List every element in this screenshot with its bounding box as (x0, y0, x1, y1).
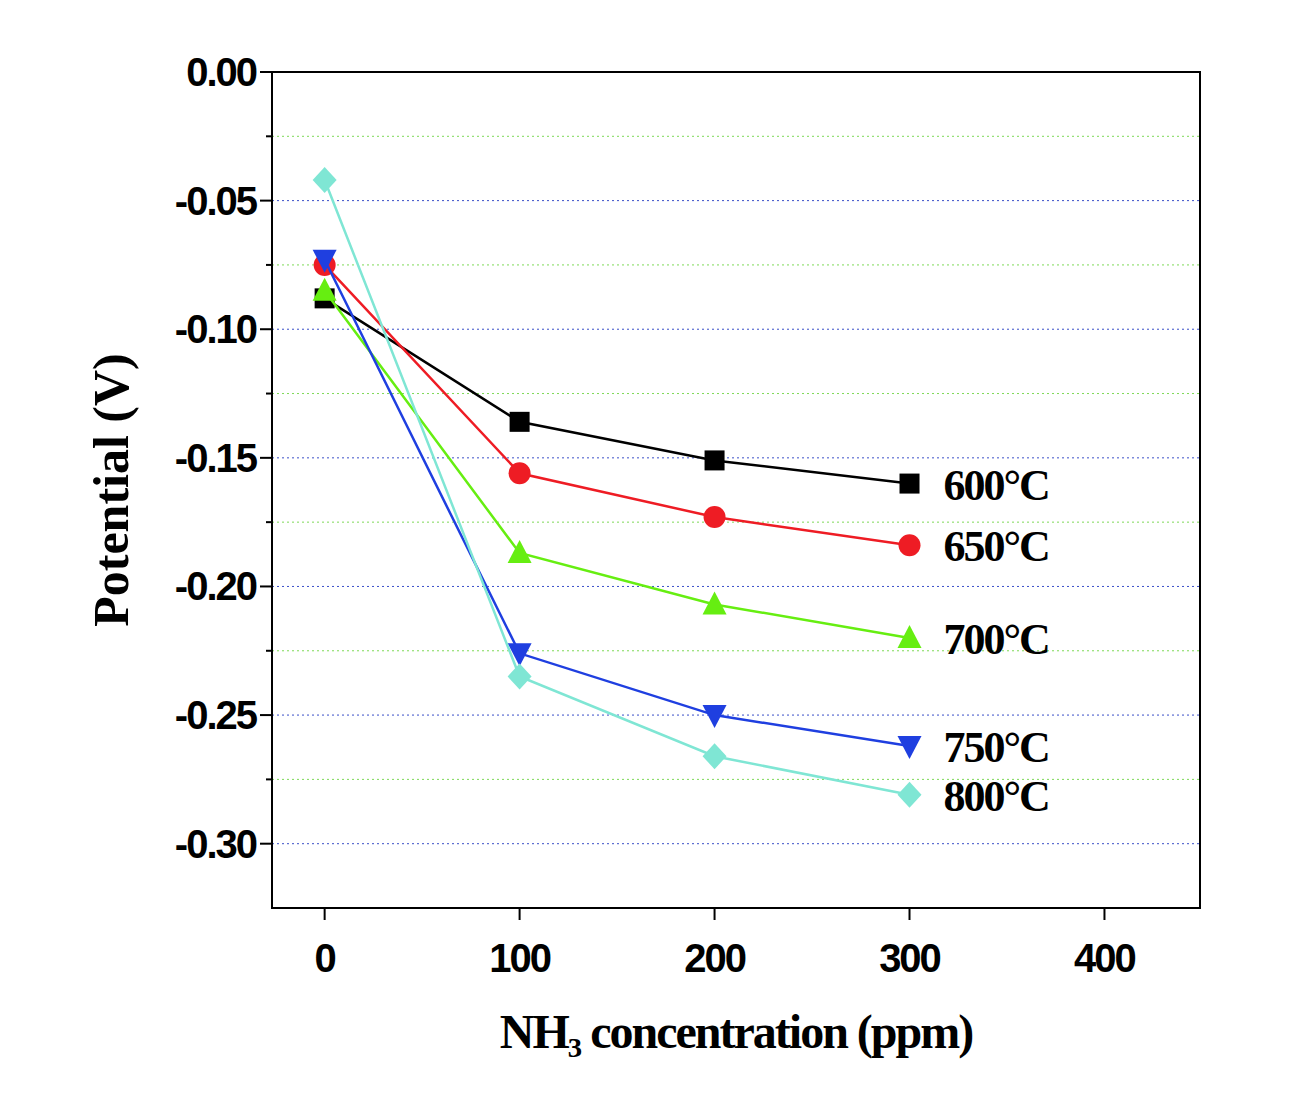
x-tick (519, 908, 521, 920)
point (508, 540, 532, 563)
y-tick (260, 457, 272, 459)
minor-grid-line (272, 393, 1200, 394)
y-minor-tick (266, 135, 272, 137)
series (313, 167, 922, 808)
series (315, 288, 920, 493)
series-label: 600°C (944, 461, 1049, 510)
y-minor-tick (266, 778, 272, 780)
point (705, 450, 725, 470)
point (703, 705, 727, 728)
series-line (325, 180, 910, 795)
x-tick-label: 400 (1074, 936, 1135, 980)
y-minor-tick (266, 521, 272, 523)
point (898, 625, 922, 648)
y-tick (260, 843, 272, 845)
y-axis: -0.30 -0.25 -0.20 -0.15 -0.10 -0.05 0.00 (175, 50, 272, 866)
series-labels: 600°C 650°C 700°C 750°C800°C (944, 461, 1049, 821)
minor-grid-line (272, 264, 1200, 265)
point (704, 506, 726, 528)
point (898, 736, 922, 759)
point (899, 534, 921, 556)
x-axis-label: NH₃ concentration (ppm) (500, 1005, 972, 1059)
x-tick (324, 908, 326, 920)
series-line (325, 291, 910, 638)
y-tick (260, 714, 272, 716)
point (900, 474, 920, 494)
grid-line (272, 329, 1200, 330)
series (313, 278, 922, 648)
y-tick-label: -0.10 (175, 307, 257, 351)
series-label: 650°C (944, 522, 1049, 571)
plot-frame (272, 72, 1200, 908)
point (313, 167, 337, 193)
point (703, 591, 727, 614)
plot-area (313, 167, 922, 808)
x-tick (909, 908, 911, 920)
y-axis-label: Potential (V) (83, 353, 139, 627)
series-line (325, 298, 910, 483)
point (313, 250, 337, 273)
x-tick-label: 300 (879, 936, 940, 980)
y-tick-label: -0.05 (175, 179, 258, 223)
y-tick (260, 71, 272, 73)
y-tick-label: 0.00 (186, 50, 257, 94)
grid-line (272, 843, 1200, 844)
y-tick (260, 328, 272, 330)
series-label: 750°C (944, 723, 1049, 772)
chart: -0.30 -0.25 -0.20 -0.15 -0.10 -0.05 0.00 0 100 20… (0, 0, 1315, 1119)
x-tick (1103, 908, 1105, 920)
y-tick-label: -0.25 (175, 693, 258, 737)
point (510, 412, 530, 432)
x-axis: 0 100 200 300 400 (315, 908, 1136, 980)
x-tick-label: 200 (684, 936, 745, 980)
point (703, 743, 727, 769)
series-line (325, 260, 910, 746)
point (313, 278, 337, 301)
minor-grid-line (272, 136, 1200, 137)
minor-grid-line (272, 650, 1200, 651)
y-tick-label: -0.30 (175, 822, 257, 866)
grid-line (272, 457, 1200, 458)
series (314, 254, 921, 556)
series (313, 250, 922, 759)
minor-grid-line (272, 779, 1200, 780)
y-tick-label: -0.15 (175, 436, 258, 480)
series-label: 700°C (944, 615, 1049, 664)
x-tick (714, 908, 716, 920)
y-tick (260, 200, 272, 202)
x-tick-label: 100 (489, 936, 550, 980)
y-minor-tick (266, 264, 272, 266)
y-tick-label: -0.20 (175, 564, 257, 608)
y-minor-tick (266, 393, 272, 395)
point (508, 663, 532, 689)
grid-line (272, 715, 1200, 716)
minor-grid-line (272, 522, 1200, 523)
series-label: 800°C (944, 772, 1049, 821)
point (898, 782, 922, 808)
background (0, 0, 1315, 1119)
y-minor-tick (266, 650, 272, 652)
grid (272, 72, 1200, 844)
grid-line (272, 586, 1200, 587)
grid-line (272, 200, 1200, 201)
x-tick-label: 0 (315, 936, 336, 980)
point (509, 462, 531, 484)
y-tick (260, 585, 272, 587)
